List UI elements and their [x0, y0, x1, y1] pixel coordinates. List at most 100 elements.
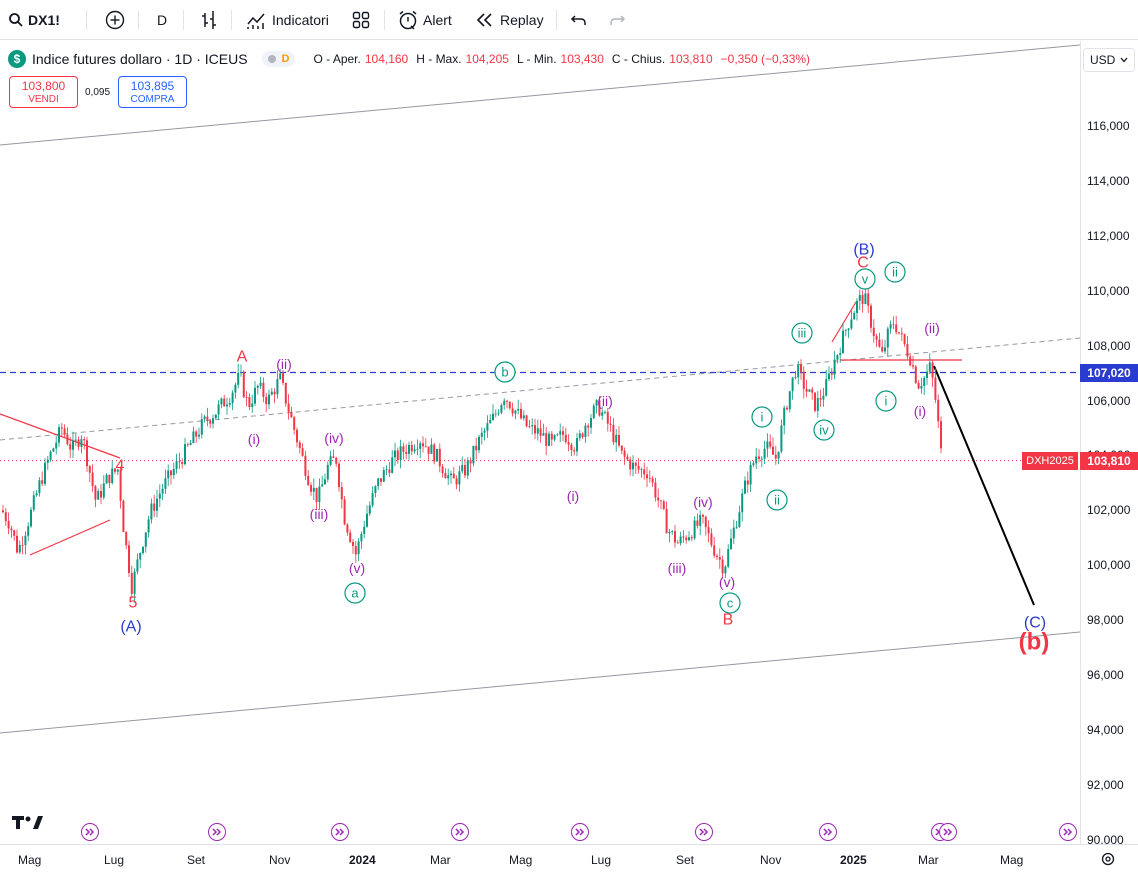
wave-label[interactable]: (ii) — [597, 393, 613, 409]
candle[interactable] — [506, 399, 508, 409]
candle[interactable] — [662, 499, 665, 511]
candle[interactable] — [556, 433, 559, 437]
candle[interactable] — [732, 519, 735, 545]
lower-channel-line[interactable] — [0, 631, 1080, 734]
candle[interactable] — [679, 531, 682, 546]
candle[interactable] — [399, 439, 402, 469]
candle[interactable] — [83, 436, 86, 450]
candle[interactable] — [643, 462, 646, 480]
candle[interactable] — [318, 478, 321, 510]
candle[interactable] — [105, 473, 108, 484]
wave-label[interactable]: 4 — [116, 458, 125, 475]
candle[interactable] — [819, 389, 822, 407]
candle[interactable] — [158, 484, 161, 508]
candle[interactable] — [125, 531, 128, 550]
candle[interactable] — [531, 418, 534, 435]
candle[interactable] — [343, 496, 346, 526]
candle[interactable] — [273, 388, 276, 404]
candle[interactable] — [326, 461, 329, 483]
wave-label[interactable]: (ii) — [924, 320, 940, 336]
candle[interactable] — [2, 504, 4, 514]
candle[interactable] — [889, 320, 892, 334]
candle[interactable] — [181, 458, 184, 469]
candle[interactable] — [466, 457, 469, 480]
wave-label[interactable]: b — [494, 361, 516, 383]
candle[interactable] — [256, 384, 259, 395]
candle[interactable] — [534, 418, 536, 440]
candle[interactable] — [898, 332, 900, 335]
candle[interactable] — [402, 442, 405, 460]
wave-label[interactable]: (i) — [914, 403, 926, 419]
candle[interactable] — [447, 468, 450, 485]
candle[interactable] — [886, 326, 889, 357]
candle[interactable] — [629, 456, 632, 476]
candle[interactable] — [413, 444, 416, 454]
candle[interactable] — [934, 368, 937, 404]
candle[interactable] — [486, 415, 489, 438]
candle[interactable] — [514, 409, 517, 420]
candle[interactable] — [66, 427, 69, 446]
candle[interactable] — [422, 436, 424, 453]
candle[interactable] — [875, 333, 878, 348]
candle[interactable] — [44, 458, 46, 486]
candle[interactable] — [825, 370, 828, 397]
candle[interactable] — [88, 465, 91, 483]
wave-label[interactable]: C — [857, 255, 869, 272]
wave-label[interactable]: c — [719, 592, 741, 614]
candle[interactable] — [142, 546, 144, 555]
candle[interactable] — [741, 488, 744, 522]
candle[interactable] — [674, 525, 676, 548]
candle[interactable] — [301, 443, 304, 457]
candle[interactable] — [231, 390, 234, 410]
candle[interactable] — [508, 401, 511, 410]
candle[interactable] — [931, 360, 934, 387]
candle[interactable] — [578, 430, 581, 441]
candle[interactable] — [346, 523, 349, 536]
candle[interactable] — [240, 364, 242, 377]
wave-label[interactable]: (C) — [1024, 615, 1046, 632]
candle[interactable] — [914, 365, 917, 385]
candle[interactable] — [214, 414, 217, 419]
candle[interactable] — [94, 484, 97, 508]
candle[interactable] — [35, 490, 38, 497]
candle[interactable] — [130, 565, 133, 599]
candle[interactable] — [340, 482, 343, 509]
candle[interactable] — [881, 339, 884, 353]
wave-label[interactable]: (iii) — [310, 506, 329, 522]
candle[interactable] — [612, 418, 615, 445]
candle[interactable] — [601, 406, 604, 420]
candle[interactable] — [21, 536, 24, 555]
candle[interactable] — [226, 397, 228, 415]
candle[interactable] — [620, 445, 623, 455]
candle[interactable] — [794, 370, 797, 380]
candle[interactable] — [464, 458, 466, 479]
candle[interactable] — [136, 553, 139, 575]
candle[interactable] — [609, 416, 612, 432]
candle[interactable] — [366, 505, 368, 528]
candle[interactable] — [175, 453, 178, 474]
event-marker[interactable] — [1059, 823, 1077, 841]
event-marker[interactable] — [331, 823, 349, 841]
wave-label[interactable]: (i) — [567, 488, 579, 504]
symbol-search-button[interactable]: DX1! — [8, 8, 60, 32]
undo-button[interactable] — [570, 8, 588, 32]
candle[interactable] — [581, 432, 584, 439]
candle[interactable] — [461, 456, 464, 474]
candle[interactable] — [52, 447, 55, 452]
candle[interactable] — [724, 565, 727, 578]
wave-label[interactable]: (b) — [1019, 629, 1050, 656]
candle[interactable] — [170, 469, 172, 485]
candle[interactable] — [172, 462, 175, 479]
candle[interactable] — [704, 516, 707, 536]
candle[interactable] — [223, 394, 226, 407]
candle[interactable] — [752, 461, 755, 468]
candle[interactable] — [937, 394, 940, 428]
replay-button[interactable]: Replay — [476, 8, 544, 32]
candle[interactable] — [856, 298, 858, 321]
layouts-button[interactable] — [352, 8, 370, 32]
candle[interactable] — [433, 442, 436, 465]
candle[interactable] — [374, 485, 377, 498]
candle[interactable] — [671, 530, 674, 535]
candle[interactable] — [217, 400, 220, 420]
candle[interactable] — [634, 461, 637, 475]
